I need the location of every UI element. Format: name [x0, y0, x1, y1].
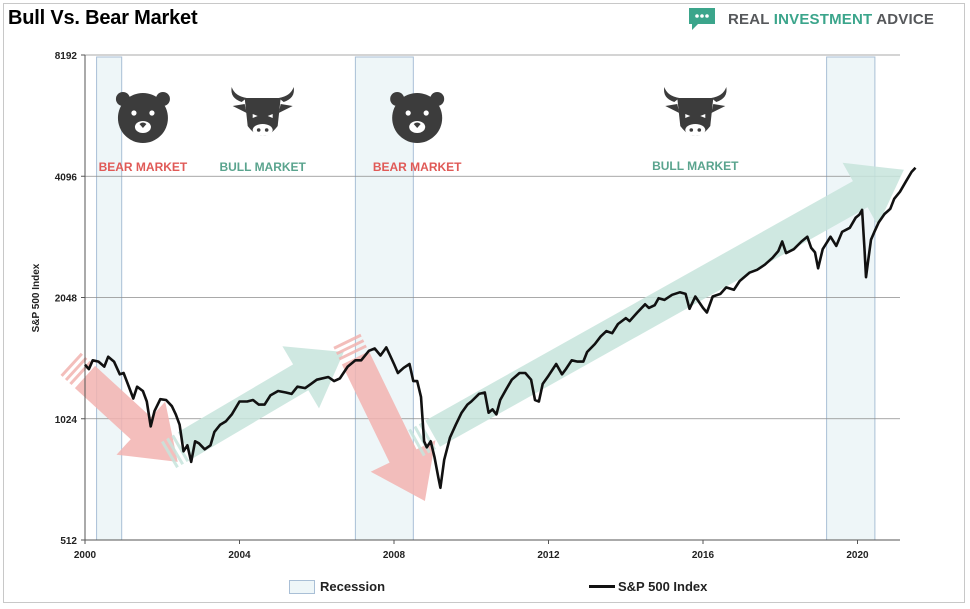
y-axis-label: S&P 500 Index: [31, 263, 42, 332]
x-tick-label-2020: 2020: [846, 550, 869, 561]
bear-arrow-tail-stripe-0-3: [60, 352, 83, 377]
chat-bubble-logo-icon: [689, 8, 715, 30]
grid-lines: [85, 54, 900, 541]
x-tick-label-2012: 2012: [537, 550, 560, 561]
y-tick-label-8192: 8192: [55, 51, 78, 62]
chart-title: Bull Vs. Bear Market: [8, 7, 198, 29]
bull-arrow-tail-stripe-1-1: [171, 434, 190, 462]
bear-arrow-tail-stripe-2-2: [335, 339, 365, 356]
bear-icon-2: [390, 92, 445, 143]
brand-name-part1: REAL: [728, 10, 774, 28]
recession-band-0: [96, 56, 123, 541]
y-tick-label-512: 512: [60, 536, 77, 547]
legend-sp500: S&P 500 Index: [589, 579, 707, 594]
legend-recession: Recession: [289, 579, 385, 594]
brand-name-accent: INVESTMENT: [773, 10, 873, 28]
brand-name: REAL INVESTMENT ADVICE: [728, 11, 934, 28]
legend-recession-swatch: [289, 579, 315, 594]
bull-arrow-1: [177, 346, 344, 459]
phase-label-2: BEAR MARKET: [373, 160, 462, 174]
legend-sp500-swatch: [589, 585, 615, 588]
x-tick-label-2008: 2008: [383, 550, 406, 561]
recession-band-2: [826, 56, 876, 541]
bull-arrow-tail-stripe-1-2: [166, 437, 184, 466]
bull-arrow-3: [425, 162, 904, 447]
brand-name-part2: ADVICE: [872, 10, 935, 28]
bull-arrow-tail-stripe-1-3: [161, 440, 179, 469]
brand-logo: REAL INVESTMENT ADVICE: [686, 6, 934, 32]
bear-arrow-2: [341, 351, 436, 501]
axes: 512 1024 2048 4096 8192 2000 2004 2008 2012 2016 2…: [55, 51, 900, 561]
bear-arrow-tail-stripe-2-1: [338, 344, 367, 361]
recession-bands: [96, 56, 876, 541]
chart-frame: [3, 3, 965, 603]
x-tick-label-2000: 2000: [74, 550, 97, 561]
bear-icon-0: [115, 92, 170, 143]
y-tick-label-4096: 4096: [55, 172, 78, 183]
phase-arrows: [60, 162, 904, 501]
bear-arrow-tail-stripe-0-2: [64, 356, 88, 381]
phase-label-0: BEAR MARKET: [99, 160, 188, 174]
sp500-line-0: [84, 166, 917, 490]
y-tick-label-1024: 1024: [55, 415, 78, 426]
series: [84, 166, 917, 490]
x-tick-label-2016: 2016: [692, 550, 715, 561]
bull-arrow-tail-stripe-3-3: [408, 428, 426, 457]
bull-icon-3: [663, 87, 727, 136]
x-tick-label-2004: 2004: [228, 550, 251, 561]
phase-label-3: BULL MARKET: [652, 159, 739, 173]
legend-sp500-label: S&P 500 Index: [618, 579, 708, 594]
bull-icon-1: [231, 87, 294, 136]
phase-icons: [115, 87, 727, 143]
phase-label-1: BULL MARKET: [219, 160, 306, 174]
bear-arrow-tail-stripe-2-3: [333, 333, 362, 350]
bear-arrow-0: [74, 365, 178, 462]
legend-recession-label: Recession: [320, 579, 386, 594]
phase-labels: BEAR MARKET BULL MARKET BEAR MARKET BULL MA…: [99, 159, 740, 174]
y-tick-label-2048: 2048: [55, 294, 78, 305]
